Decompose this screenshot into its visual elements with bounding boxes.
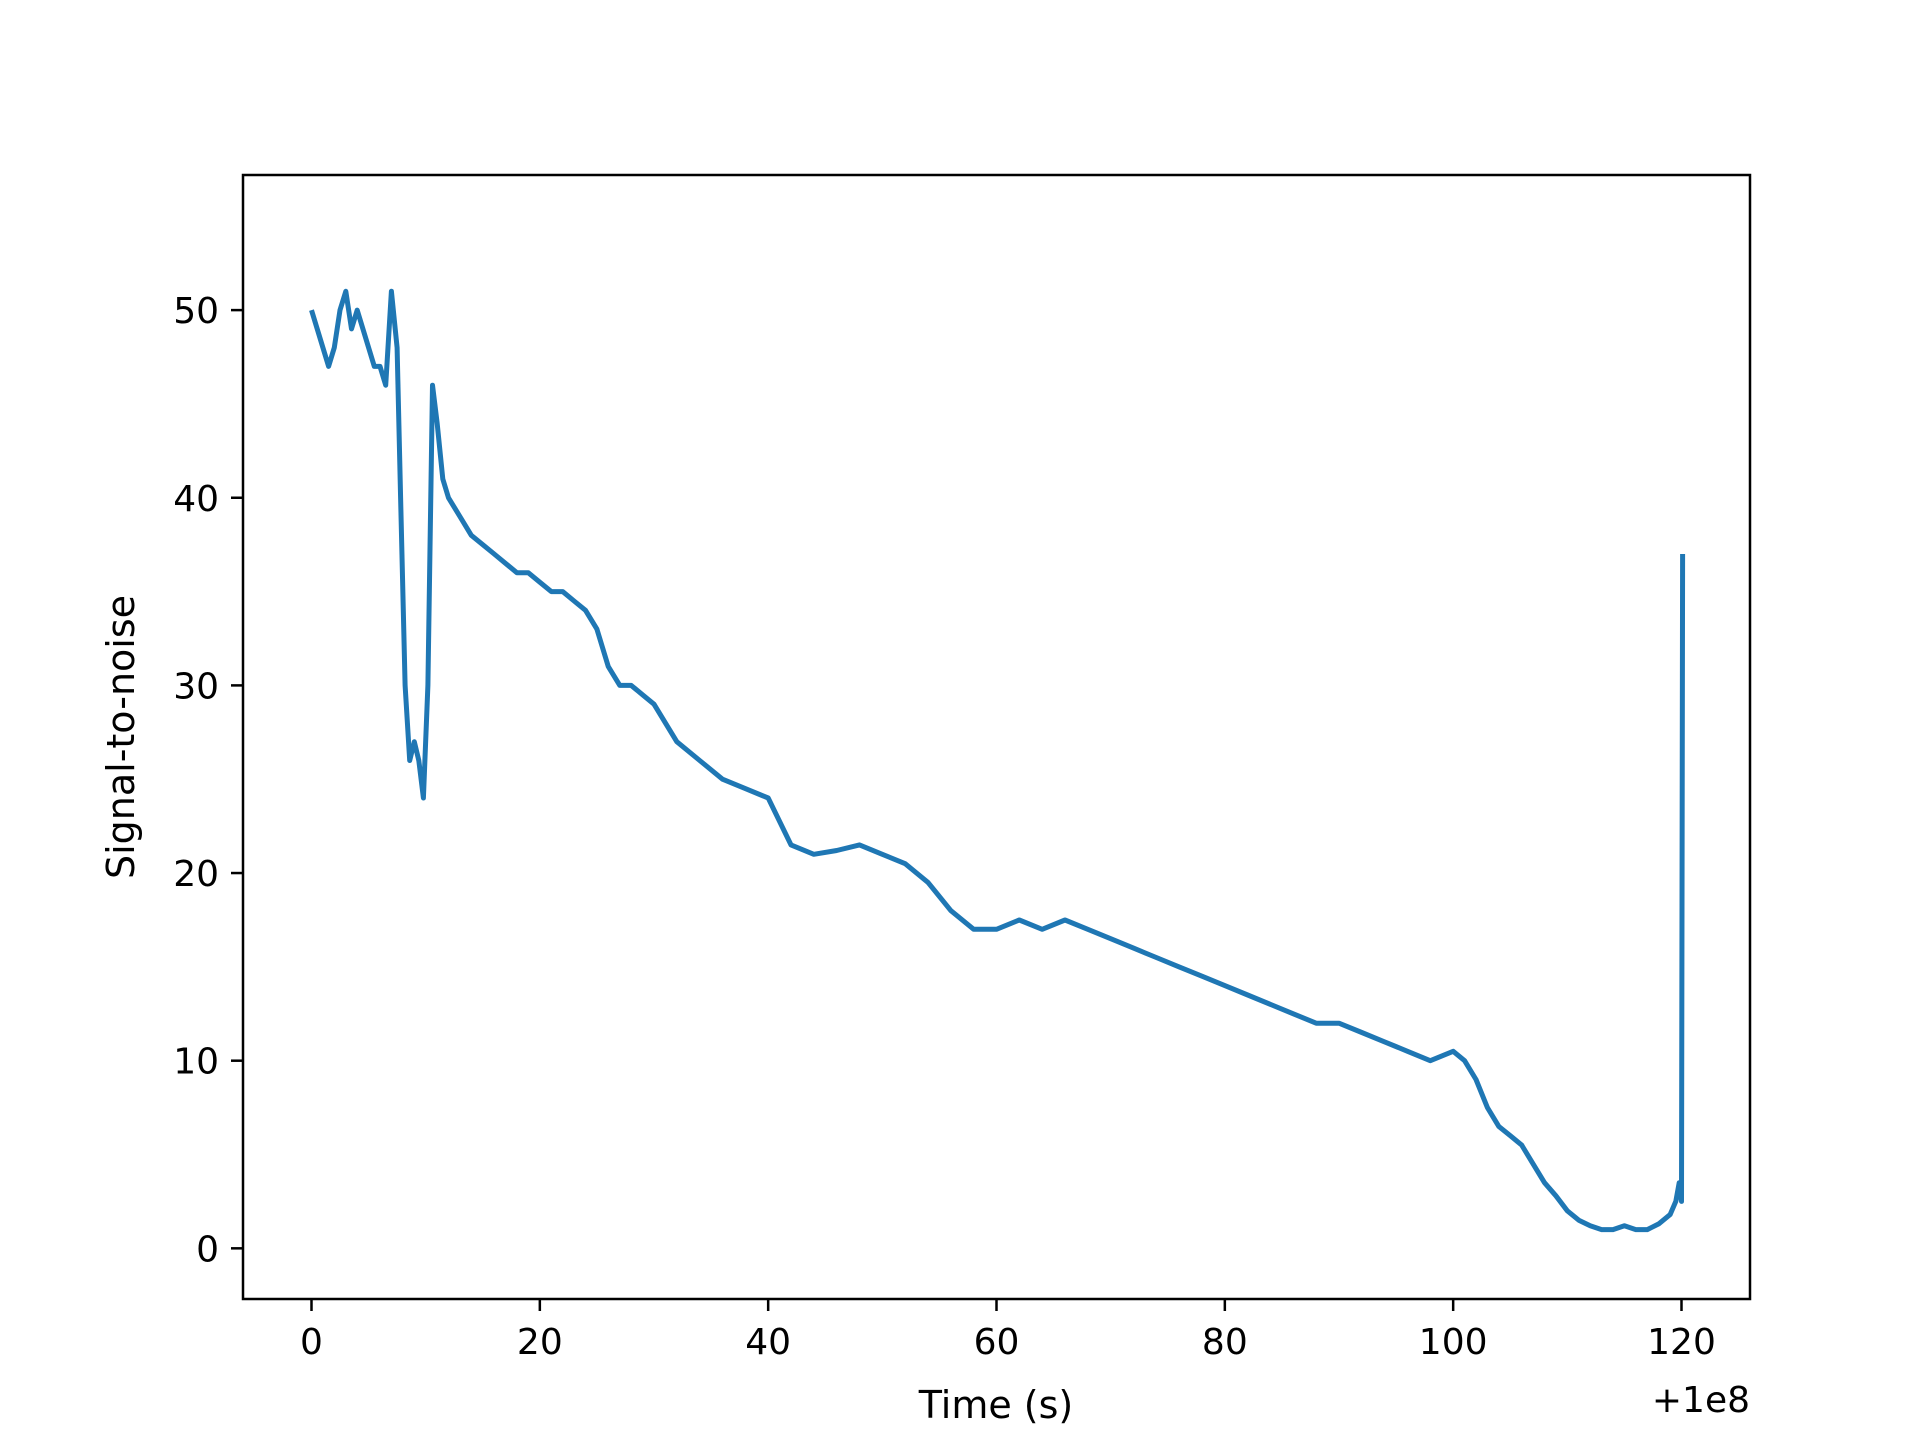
x-axis-offset-label: +1e8 bbox=[1652, 1380, 1750, 1421]
y-tick-label: 20 bbox=[173, 854, 219, 895]
y-tick-label: 30 bbox=[173, 666, 219, 707]
x-tick-label: 60 bbox=[974, 1322, 1020, 1363]
x-tick-label: 100 bbox=[1419, 1322, 1488, 1363]
y-tick-label: 0 bbox=[196, 1229, 219, 1270]
x-tick-label: 0 bbox=[300, 1322, 323, 1363]
y-tick-label: 40 bbox=[173, 479, 219, 520]
x-tick-label: 120 bbox=[1647, 1322, 1716, 1363]
series-line-0 bbox=[309, 288, 1686, 1233]
x-axis-label: Time (s) bbox=[918, 1383, 1074, 1427]
x-tick-label: 20 bbox=[517, 1322, 563, 1363]
y-axis-label: Signal-to-noise bbox=[99, 595, 143, 879]
y-tick-label: 50 bbox=[173, 291, 219, 332]
y-tick-label: 10 bbox=[173, 1042, 219, 1083]
x-tick-label: 40 bbox=[745, 1322, 791, 1363]
x-tick-label: 80 bbox=[1202, 1322, 1248, 1363]
